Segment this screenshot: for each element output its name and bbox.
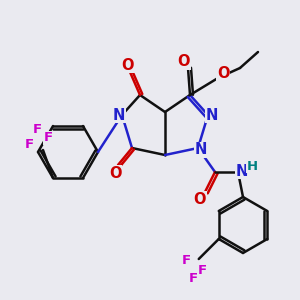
Text: O: O bbox=[178, 55, 190, 70]
Text: N: N bbox=[236, 164, 248, 178]
Text: N: N bbox=[206, 107, 218, 122]
Text: O: O bbox=[109, 166, 121, 181]
Text: O: O bbox=[217, 65, 229, 80]
Text: F: F bbox=[24, 139, 34, 152]
Text: F: F bbox=[189, 272, 198, 286]
Text: O: O bbox=[122, 58, 134, 73]
Text: F: F bbox=[44, 131, 52, 145]
Text: N: N bbox=[113, 107, 125, 122]
Text: H: H bbox=[246, 160, 258, 172]
Text: F: F bbox=[198, 265, 207, 278]
Text: O: O bbox=[194, 191, 206, 206]
Text: F: F bbox=[32, 124, 42, 136]
Text: F: F bbox=[182, 254, 191, 266]
Text: N: N bbox=[195, 142, 207, 158]
